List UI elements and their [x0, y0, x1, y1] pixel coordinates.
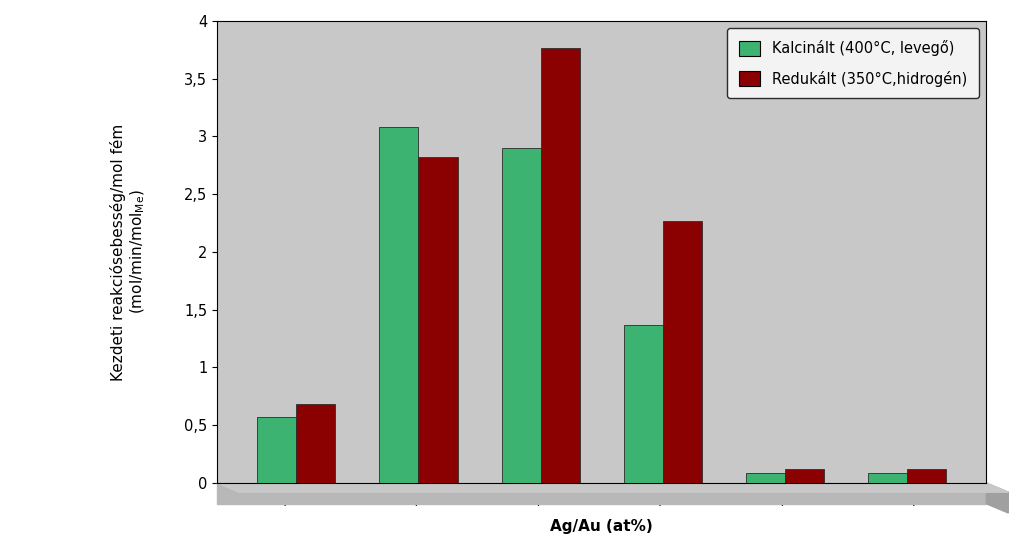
Text: Kezdeti reakciósebesség/mol fém
(mol/min/mol$_{\mathregular{Me}}$): Kezdeti reakciósebesség/mol fém (mol/min… — [110, 123, 147, 381]
Legend: Kalcinált (400°C, levegő), Redukált (350°C,hidrogén): Kalcinált (400°C, levegő), Redukált (350… — [727, 29, 979, 98]
Bar — [624, 325, 663, 483]
Bar — [257, 417, 296, 483]
Bar — [745, 473, 784, 483]
Bar — [502, 148, 541, 483]
Bar — [380, 127, 419, 483]
Bar — [868, 473, 907, 483]
Polygon shape — [217, 483, 1009, 492]
Bar — [217, 483, 986, 504]
Bar — [907, 469, 946, 483]
X-axis label: Ag/Au (at%): Ag/Au (at%) — [550, 519, 653, 534]
Bar — [296, 404, 336, 483]
Bar — [784, 469, 824, 483]
Bar — [541, 48, 580, 483]
Bar — [663, 221, 701, 483]
Polygon shape — [986, 483, 1009, 513]
Bar — [419, 157, 458, 483]
